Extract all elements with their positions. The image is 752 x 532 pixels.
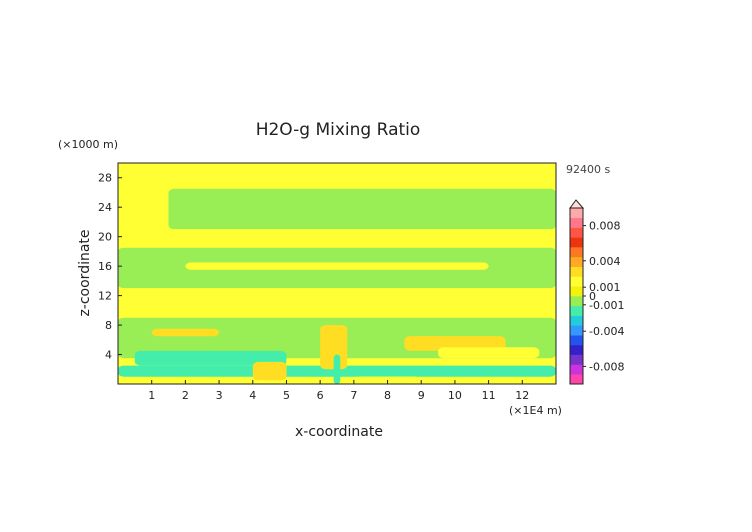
heatmap-region-12 — [252, 361, 287, 381]
heatmap-region-13 — [320, 325, 348, 370]
x-tick-label-3: 3 — [216, 389, 223, 402]
y-tick-label-8: 8 — [105, 319, 112, 332]
heatmap-region-7 — [151, 328, 220, 337]
colorbar-segment-1 — [570, 364, 583, 375]
y-axis-label: z-coordinate — [77, 229, 93, 316]
colorbar-segment-9 — [570, 286, 583, 297]
colorbar-segment-12 — [570, 256, 583, 267]
heatmap-region-0 — [118, 170, 556, 189]
colorbar-segment-6 — [570, 315, 583, 326]
colorbar-segment-7 — [570, 305, 583, 316]
colorbar-segment-0 — [570, 374, 583, 385]
heatmap-region-10 — [134, 350, 287, 366]
colorbar-tick-label-6: -0.008 — [589, 360, 624, 373]
colorbar-segment-10 — [570, 276, 583, 287]
colorbar-top-arrow — [569, 199, 585, 209]
y-tick-label-16: 16 — [98, 260, 112, 273]
colorbar-segments — [570, 208, 583, 385]
x-tick-label-10: 10 — [448, 389, 462, 402]
x-tick-label-7: 7 — [350, 389, 357, 402]
y-tick-label-20: 20 — [98, 231, 112, 244]
y-tick-label-24: 24 — [98, 201, 112, 214]
colorbar-segment-11 — [570, 266, 583, 277]
colorbar-segment-8 — [570, 296, 583, 307]
plot-frame — [117, 162, 557, 385]
x-tick-label-2: 2 — [182, 389, 189, 402]
colorbar-tick-label-4: -0.001 — [589, 299, 624, 312]
colorbar-segment-2 — [570, 354, 583, 365]
y-tick-label-28: 28 — [98, 172, 112, 185]
heatmap-region-5 — [118, 288, 556, 318]
plot-area — [117, 162, 557, 385]
y-tick-label-4: 4 — [105, 349, 112, 362]
heatmap-regions — [118, 170, 556, 384]
x-tick-label-12: 12 — [515, 389, 529, 402]
colorbar-tick-label-0: 0.008 — [589, 220, 621, 233]
heatmap-region-8 — [404, 336, 506, 351]
heatmap-region-4 — [185, 262, 489, 270]
colorbar-segment-5 — [570, 325, 583, 336]
y-ticks: 4 8 12 16 20 24 28 — [98, 172, 122, 362]
x-tick-label-5: 5 — [283, 389, 290, 402]
colorbar-tick-label-5: -0.004 — [589, 325, 624, 338]
x-tick-label-8: 8 — [384, 389, 391, 402]
colorbar-segment-17 — [570, 208, 583, 219]
colorbar-tick-label-2: 0.001 — [589, 281, 621, 294]
time-label: 92400 s — [566, 163, 610, 176]
heatmap-region-14 — [333, 354, 341, 384]
colorbar-segment-4 — [570, 335, 583, 346]
heatmap-region-9 — [438, 347, 540, 359]
y-tick-label-12: 12 — [98, 290, 112, 303]
colorbar-tick-label-3: 0 — [589, 290, 596, 303]
x-tick-label-9: 9 — [418, 389, 425, 402]
x-tick-label-11: 11 — [482, 389, 496, 402]
colorbar-segment-3 — [570, 344, 583, 355]
chart-title: H2O-g Mixing Ratio — [256, 120, 421, 140]
x-ticks: 1 2 3 4 5 6 7 8 9 10 11 12 — [148, 380, 529, 402]
x-tick-label-1: 1 — [148, 389, 155, 402]
colorbar-segment-15 — [570, 227, 583, 238]
y-unit-label: (×1000 m) — [58, 138, 118, 151]
x-tick-label-4: 4 — [249, 389, 256, 402]
colorbar-segment-14 — [570, 237, 583, 248]
heatmap-region-1 — [168, 188, 556, 230]
colorbar-tick-label-1: 0.004 — [589, 255, 621, 268]
x-unit-label: (×1E4 m) — [509, 404, 562, 417]
x-tick-label-6: 6 — [317, 389, 324, 402]
colorbar-segment-16 — [570, 217, 583, 228]
colorbar-segment-13 — [570, 247, 583, 258]
heatmap-region-2 — [118, 229, 556, 248]
x-axis-label: x-coordinate — [295, 424, 383, 440]
